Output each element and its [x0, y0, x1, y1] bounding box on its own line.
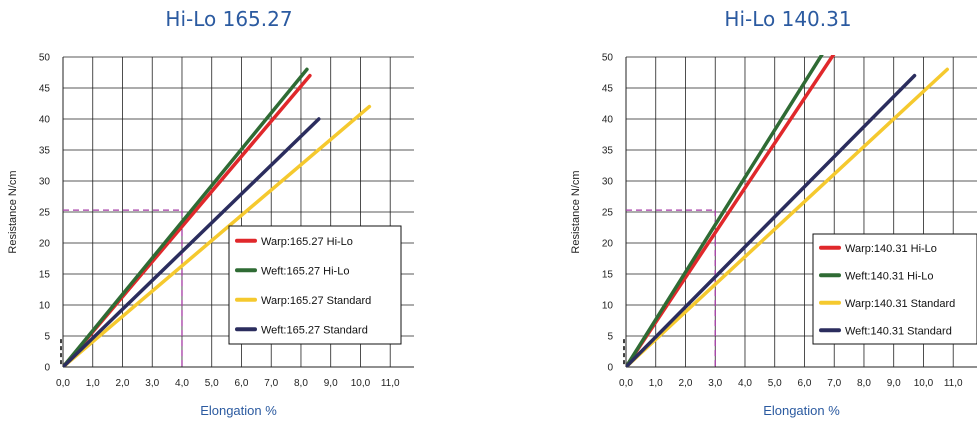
legend: Warp:140.31 Hi-Lo Weft:140.31 Hi-Lo Warp:1… — [812, 233, 977, 345]
y-tick-label: 40 — [602, 115, 614, 126]
x-tick-label: 11,0 — [944, 378, 963, 389]
legend-entry: Warp:165.27 Standard — [261, 295, 371, 307]
y-tick-label: 50 — [39, 53, 51, 64]
x-tick-label: 7,0 — [827, 378, 841, 389]
x-tick-label: 3,0 — [708, 378, 722, 389]
legend-entry: Weft:140.31 Hi-Lo — [845, 270, 933, 282]
series-line — [63, 117, 321, 367]
x-axis-label: Elongation % — [763, 403, 840, 418]
x-tick-label: 3,0 — [145, 378, 159, 389]
x-tick-label: 1,0 — [86, 378, 100, 389]
y-tick-label: 20 — [602, 239, 614, 250]
y-tick-label: 35 — [39, 146, 51, 157]
x-tick-label: 9,0 — [887, 378, 901, 389]
legend-entry: Weft:165.27 Hi-Lo — [261, 265, 349, 277]
y-tick-label: 10 — [602, 301, 614, 312]
y-axis-label: Resistance N/cm — [7, 170, 19, 253]
series-line — [63, 104, 372, 367]
x-tick-label: 9,0 — [324, 378, 338, 389]
y-tick-label: 10 — [39, 301, 51, 312]
y-axis-label: Resistance N/cm — [570, 170, 582, 253]
chart-title: Hi-Lo 140.31 — [724, 7, 851, 31]
legend-box — [228, 225, 402, 345]
y-tick-label: 25 — [39, 208, 51, 219]
legend: Warp:165.27 Hi-Lo Weft:165.27 Hi-Lo Warp:1… — [228, 225, 402, 345]
series-line — [626, 67, 950, 367]
x-tick-label: 6,0 — [235, 378, 249, 389]
y-tick-label: 5 — [607, 332, 613, 343]
x-tick-label: 4,0 — [738, 378, 752, 389]
y-tick-label: 30 — [602, 177, 614, 188]
legend-entry: Warp:165.27 Hi-Lo — [261, 236, 353, 248]
y-tick-label: 35 — [602, 146, 614, 157]
series-line — [63, 67, 309, 367]
x-tick-label: 0,0 — [619, 378, 633, 389]
x-tick-label: 7,0 — [264, 378, 278, 389]
x-tick-label: 2,0 — [116, 378, 130, 389]
y-tick-label: 25 — [602, 208, 614, 219]
series-group — [626, 55, 950, 367]
legend-entry: Warp:140.31 Hi-Lo — [845, 243, 937, 255]
y-tick-label: 45 — [39, 84, 51, 95]
legend-entry: Weft:140.31 Standard — [845, 325, 952, 337]
y-tick-label: 50 — [602, 53, 614, 64]
x-tick-label: 4,0 — [175, 378, 189, 389]
x-tick-label: 10,0 — [914, 378, 934, 389]
x-tick-label: 5,0 — [768, 378, 782, 389]
x-tick-label: 1,0 — [649, 378, 663, 389]
x-tick-label: 0,0 — [56, 378, 70, 389]
series-line — [626, 73, 917, 367]
chart-title: Hi-Lo 165.27 — [165, 7, 292, 31]
y-tick-label: 45 — [602, 84, 614, 95]
y-tick-label: 40 — [39, 115, 51, 126]
series-line — [626, 55, 824, 367]
legend-entry: Warp:140.31 Standard — [845, 298, 955, 310]
x-tick-label: 5,0 — [205, 378, 219, 389]
y-tick-label: 0 — [44, 363, 50, 374]
y-tick-label: 15 — [39, 270, 51, 281]
y-tick-label: 30 — [39, 177, 51, 188]
legend-box — [812, 233, 977, 345]
x-axis-label: Elongation % — [200, 403, 277, 418]
chart-1: Hi-Lo 165.27 0 5 10 15 20 25 30 35 40 45 50 0,0 1,0 2,… — [7, 7, 414, 418]
x-tick-label: 10,0 — [351, 378, 371, 389]
x-tick-label: 8,0 — [857, 378, 871, 389]
legend-entry: Weft:165.27 Standard — [261, 324, 368, 336]
series-group — [63, 67, 372, 367]
chart-2: Hi-Lo 140.31 0 5 10 15 20 25 30 35 40 45 50 0,0 1,0 2,… — [570, 7, 977, 418]
y-tick-label: 15 — [602, 270, 614, 281]
y-tick-label: 5 — [44, 332, 50, 343]
x-tick-label: 6,0 — [798, 378, 812, 389]
y-tick-label: 20 — [39, 239, 51, 250]
y-tick-label: 0 — [607, 363, 613, 374]
x-tick-label: 11,0 — [381, 378, 400, 389]
x-tick-label: 8,0 — [294, 378, 308, 389]
x-tick-label: 2,0 — [679, 378, 693, 389]
